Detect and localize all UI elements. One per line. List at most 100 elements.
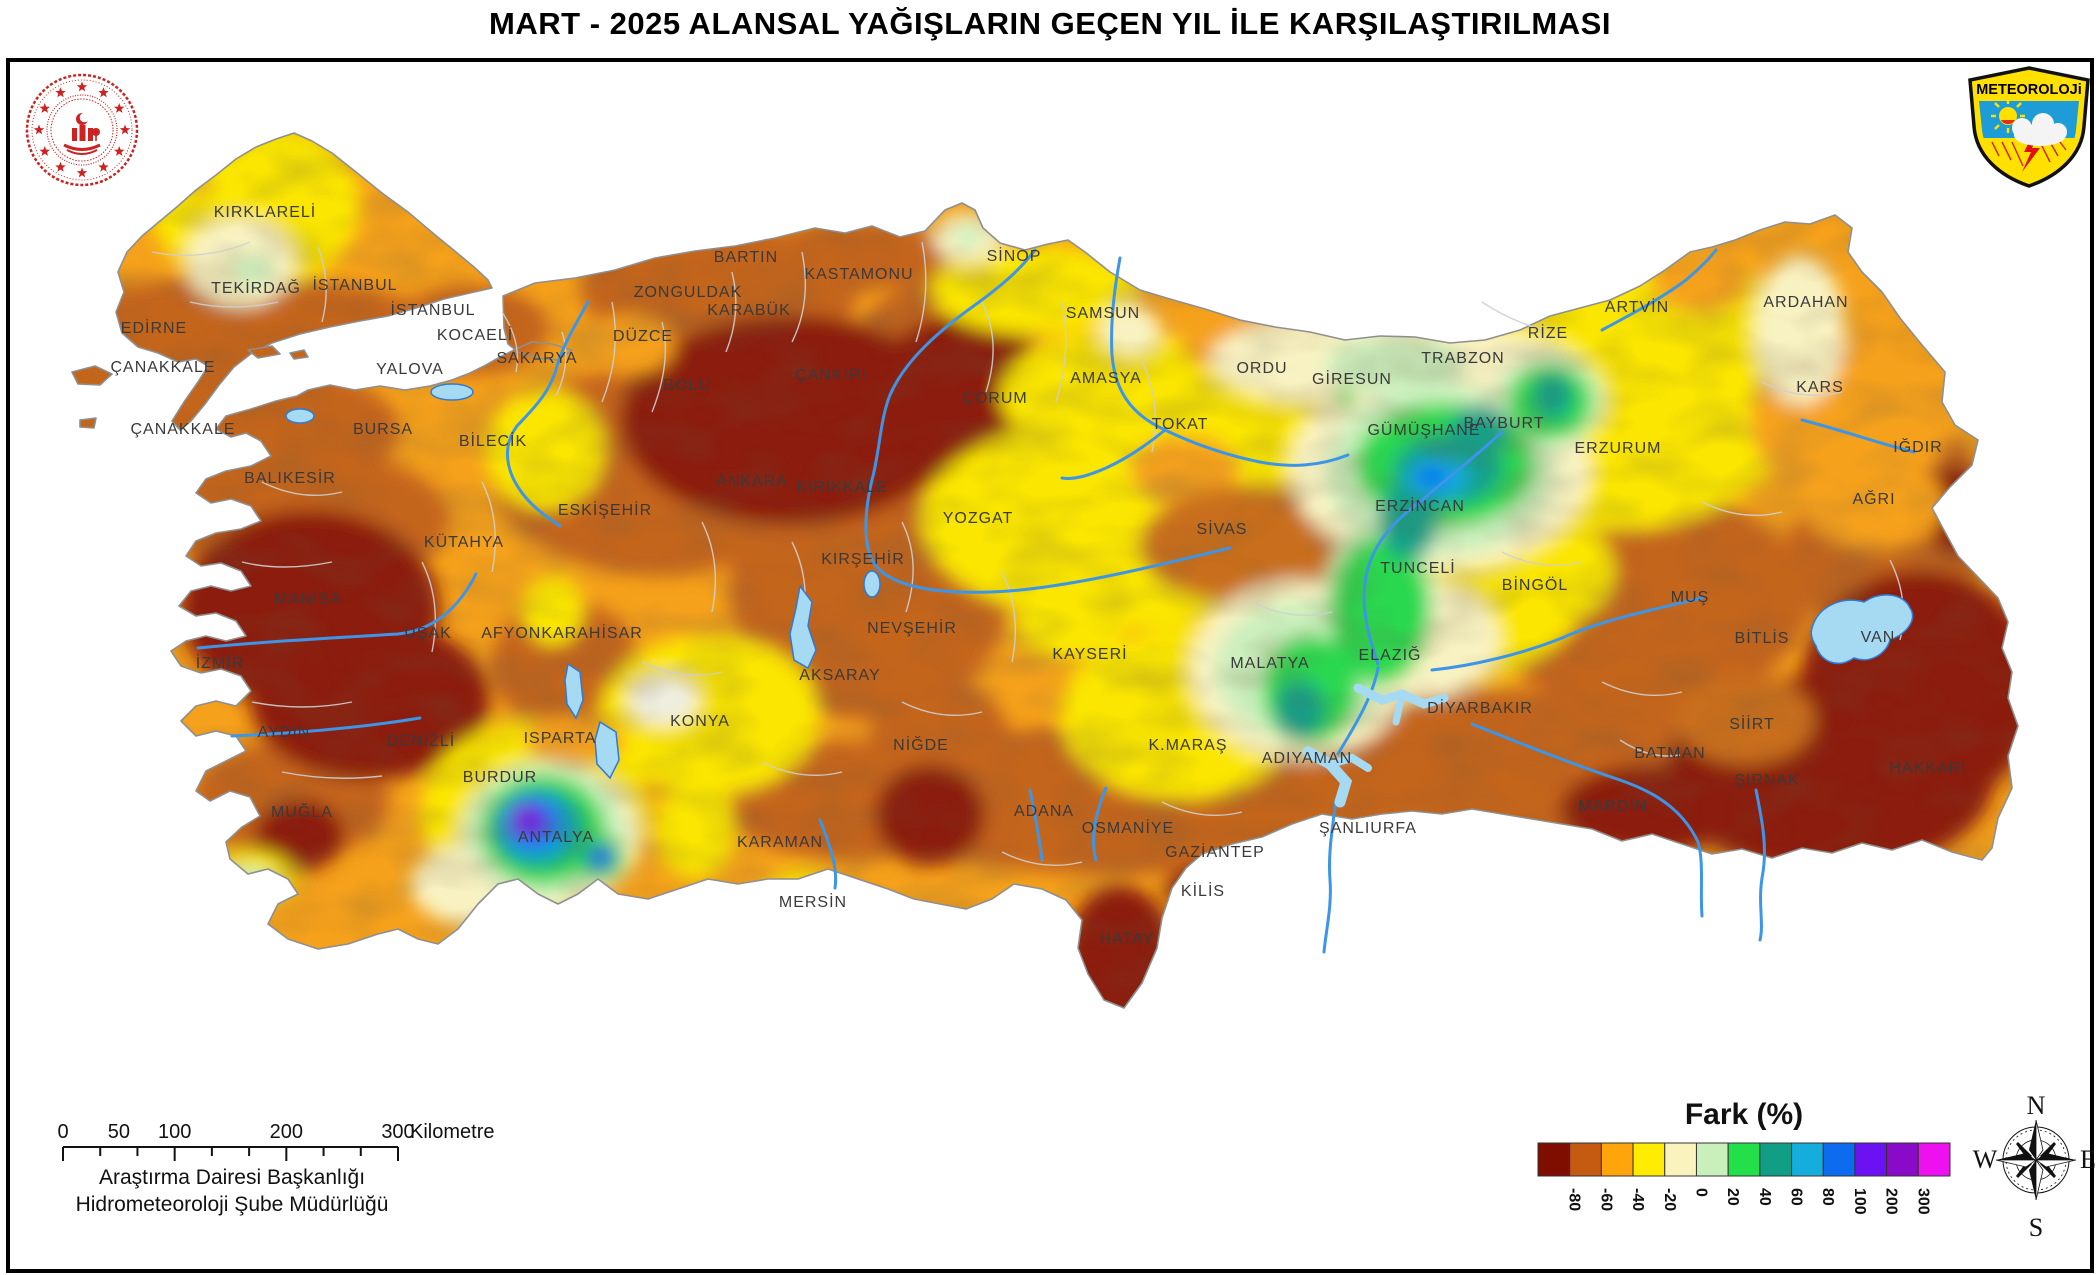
- legend-color-bar: [1537, 1142, 1951, 1177]
- province-label: VAN: [1861, 629, 1896, 646]
- lake-hirfanli: [863, 570, 881, 598]
- province-label: TEKİRDAĞ: [211, 278, 301, 297]
- compass-west-label: W: [1973, 1145, 1998, 1174]
- seal-emblem: [63, 112, 101, 155]
- province-label: IĞDIR: [1893, 437, 1942, 456]
- province-label: ELAZIĞ: [1359, 645, 1422, 664]
- province-label: KARABÜK: [707, 301, 790, 319]
- province-label: MUĞLA: [271, 802, 333, 821]
- province-label: GAZİANTEP: [1165, 842, 1265, 861]
- province-label: KARAMAN: [737, 834, 823, 851]
- province-label: KIRŞEHİR: [821, 549, 905, 568]
- province-label: BARTIN: [714, 249, 778, 266]
- province-label: GÜMÜŞHANE: [1367, 421, 1480, 439]
- province-label: ŞANLIURFA: [1319, 820, 1417, 837]
- legend-tick-label: 60: [1788, 1188, 1805, 1206]
- province-label: ERZURUM: [1575, 440, 1662, 457]
- seal-star-icon: [55, 87, 66, 98]
- attribution-line2: Hidrometeoroloji Şube Müdürlüğü: [76, 1193, 389, 1216]
- province-label: TUNCELİ: [1380, 558, 1455, 577]
- legend-swatch: [1727, 1142, 1761, 1177]
- province-label: MALATYA: [1230, 655, 1309, 672]
- compass-east-label: E: [2080, 1145, 2096, 1174]
- province-label: BİLECİK: [459, 431, 527, 450]
- province-label: KASTAMONU: [804, 266, 913, 283]
- province-label: ANKARA: [716, 473, 788, 490]
- seal-stars: [33, 81, 131, 178]
- province-label: HAKKARİ: [1889, 758, 1966, 777]
- legend-tick-label: 0: [1692, 1188, 1709, 1197]
- province-label: NEVŞEHİR: [867, 618, 957, 637]
- province-label: MANİSA: [274, 589, 341, 608]
- seal-star-icon: [114, 146, 125, 156]
- scale-bar: 0 50 100 200 300 Kilometre: [57, 1121, 494, 1161]
- page-title: MART - 2025 ALANSAL YAĞIŞLARIN GEÇEN YIL…: [489, 6, 1611, 41]
- province-label: BİNGÖL: [1502, 575, 1568, 594]
- province-label: KARS: [1796, 379, 1844, 396]
- province-label: BAYBURT: [1463, 415, 1544, 432]
- province-label: AKSARAY: [799, 667, 880, 684]
- legend-tick-label: 80: [1819, 1188, 1836, 1206]
- province-label: ORDU: [1236, 360, 1287, 377]
- attribution-line1: Araştırma Dairesi Başkanlığı: [99, 1166, 365, 1189]
- lake-van: [1810, 594, 1914, 664]
- seal-star-icon: [76, 81, 88, 92]
- lake-tuz: [789, 584, 817, 670]
- rivers: [196, 248, 1916, 954]
- legend-tick-label: 200: [1883, 1188, 1900, 1215]
- province-label: BOLU: [663, 377, 711, 394]
- province-label: KIRIKKALE: [796, 479, 888, 496]
- map-frame: [6, 58, 2094, 1273]
- scale-label: 100: [158, 1121, 191, 1143]
- province-label: ZONGULDAK: [634, 284, 743, 301]
- province-label: TRABZON: [1421, 350, 1504, 367]
- legend-swatch: [1664, 1142, 1697, 1177]
- province-label: ARDAHAN: [1763, 294, 1848, 311]
- province-label: ŞIRNAK: [1734, 772, 1800, 789]
- province-label: KOCAELİ: [437, 325, 513, 344]
- seal-star-icon: [114, 103, 125, 113]
- province-labels: KIRKLARELİ TEKİRDAĞ İSTANBUL İSTANBUL EDİRNE…: [110, 202, 1966, 948]
- seal-star-icon: [98, 87, 109, 98]
- province-label: KİLİS: [1181, 881, 1225, 900]
- meteorology-shield-icon: METEOROLOJi: [1968, 66, 2090, 188]
- province-label: ERZİNCAN: [1375, 496, 1465, 515]
- province-label: ESKİŞEHİR: [558, 500, 652, 519]
- province-label: İSTANBUL: [390, 300, 475, 319]
- legend-swatch: [1854, 1142, 1888, 1177]
- legend-swatch: [1917, 1142, 1951, 1177]
- province-label: ISPARTA: [524, 730, 597, 747]
- province-label: AYDIN: [258, 724, 311, 741]
- seal-star-icon: [33, 124, 45, 135]
- province-label: EDİRNE: [121, 318, 187, 337]
- seal-star-icon: [39, 146, 50, 156]
- province-label: SAMSUN: [1066, 305, 1140, 322]
- scale-label: 200: [270, 1121, 303, 1143]
- legend-swatch: [1537, 1142, 1571, 1177]
- province-label: K.MARAŞ: [1148, 737, 1227, 754]
- seal-star-icon: [55, 161, 66, 172]
- province-label: BALIKESİR: [244, 468, 336, 487]
- ataturk-reservoir: [1302, 746, 1353, 808]
- legend-tick-label: 300: [1914, 1188, 1931, 1215]
- province-label: NİĞDE: [893, 735, 949, 754]
- government-seal-icon: [25, 73, 139, 187]
- province-label: GİRESUN: [1312, 369, 1392, 388]
- province-label: UŞAK: [404, 625, 452, 642]
- province-label: KONYA: [670, 713, 730, 730]
- legend-swatch: [1886, 1142, 1919, 1177]
- province-label: KIRKLARELİ: [214, 202, 316, 221]
- province-label: MERSİN: [779, 892, 847, 911]
- seal-star-icon: [98, 161, 109, 172]
- legend-swatch: [1569, 1142, 1602, 1177]
- legend-tick-label: 20: [1724, 1188, 1741, 1206]
- province-label: ADANA: [1014, 803, 1074, 820]
- lake-beysehir: [594, 720, 620, 780]
- province-label: MUŞ: [1671, 589, 1710, 606]
- province-label: YOZGAT: [943, 510, 1014, 527]
- province-label: AĞRI: [1852, 489, 1895, 508]
- province-label: SİİRT: [1729, 714, 1775, 733]
- province-label: İZMİR: [196, 653, 245, 672]
